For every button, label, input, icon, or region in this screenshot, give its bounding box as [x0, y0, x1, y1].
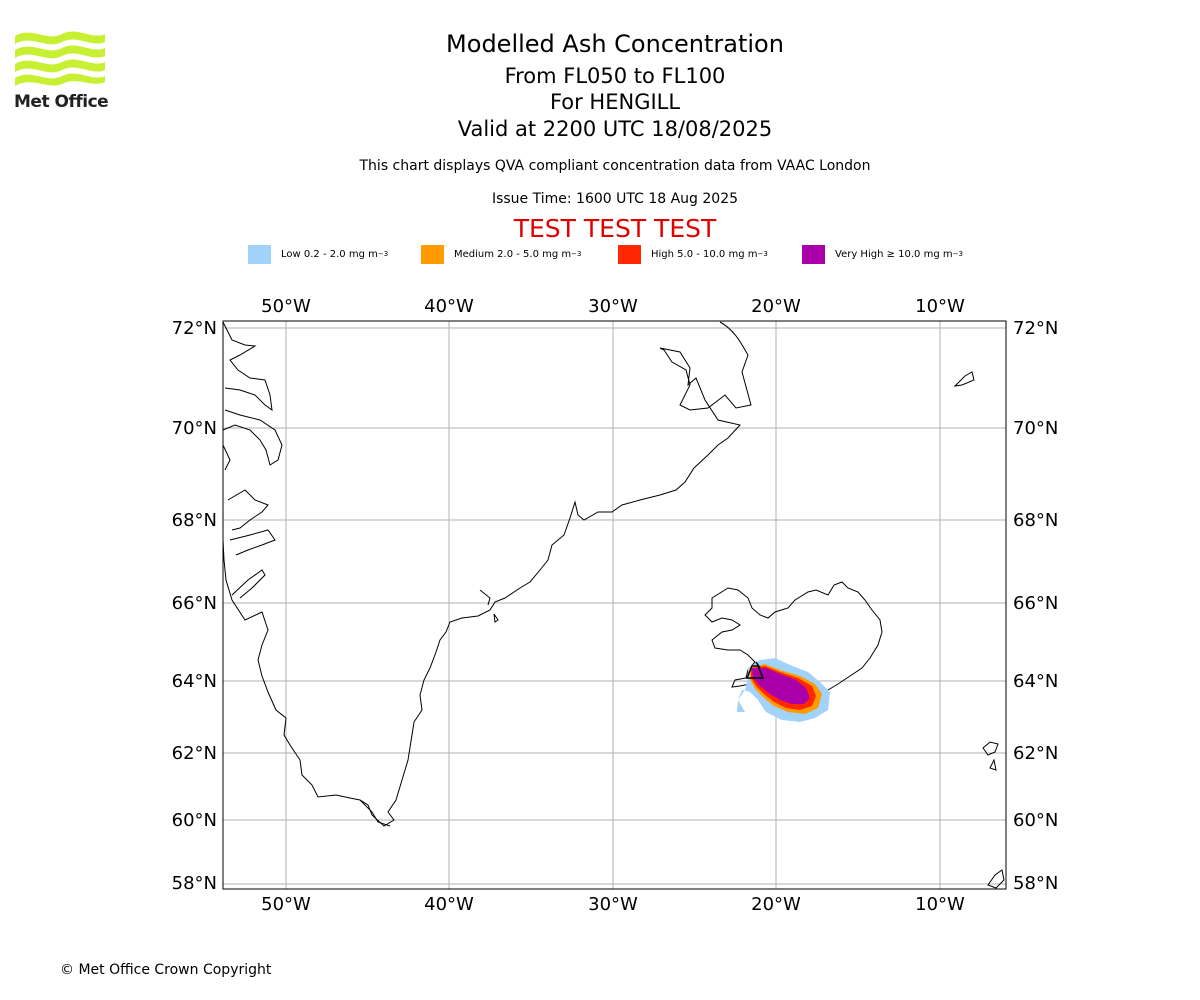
legend-item-low: Low 0.2 - 2.0 mg m −3: [248, 244, 388, 264]
greenland-coastline: [222, 321, 752, 827]
map-frame: [222, 320, 1007, 890]
lat-label-left-72n: 72°N: [172, 318, 217, 339]
lat-label-left-64n: 64°N: [172, 671, 217, 692]
lon-label-bottom-50w: 50°W: [261, 894, 311, 915]
lat-label-right-64n: 64°N: [1013, 671, 1058, 692]
valid-time: Valid at 2200 UTC 18/08/2025: [457, 117, 773, 141]
legend-swatch-low: [248, 244, 271, 264]
legend-exponent: −3: [952, 250, 963, 258]
lon-label-top-30w: 30°W: [588, 296, 638, 317]
lat-label-right-66n: 66°N: [1013, 593, 1058, 614]
lat-label-right-70n: 70°N: [1013, 418, 1058, 439]
lon-label-bottom-20w: 20°W: [751, 894, 801, 915]
issue-time: Issue Time: 1600 UTC 18 Aug 2025: [491, 191, 739, 207]
legend-exponent: −3: [757, 250, 768, 258]
test-banner: TEST TEST TEST: [513, 214, 717, 243]
lon-label-top-40w: 40°W: [424, 296, 474, 317]
legend-item-medium: Medium 2.0 - 5.0 mg m −3: [421, 244, 581, 264]
volcano-name: For HENGILL: [549, 90, 681, 114]
lat-label-right-72n: 72°N: [1013, 318, 1058, 339]
lat-label-right-60n: 60°N: [1013, 810, 1058, 831]
lon-label-bottom-30w: 30°W: [588, 894, 638, 915]
lat-label-left-62n: 62°N: [172, 743, 217, 764]
lat-label-right-58n: 58°N: [1013, 873, 1058, 894]
lat-label-left-60n: 60°N: [172, 810, 217, 831]
ash-plume-very-high: [752, 668, 810, 704]
lon-label-bottom-10w: 10°W: [915, 894, 965, 915]
lat-label-right-68n: 68°N: [1013, 510, 1058, 531]
lat-label-left-68n: 68°N: [172, 510, 217, 531]
legend-label-very-high: Very High ≥ 10.0 mg m: [835, 248, 953, 260]
lon-label-top-50w: 50°W: [261, 296, 311, 317]
lat-label-left-70n: 70°N: [172, 418, 217, 439]
legend-item-high: High 5.0 - 10.0 mg m −3: [618, 244, 768, 264]
legend-label-medium: Medium 2.0 - 5.0 mg m: [454, 248, 572, 260]
legend-label-low: Low 0.2 - 2.0 mg m: [281, 248, 378, 260]
map-gridlines: [223, 321, 1006, 889]
copyright-notice: © Met Office Crown Copyright: [60, 962, 272, 978]
lat-label-right-62n: 62°N: [1013, 743, 1058, 764]
volcano-marker: [745, 661, 765, 679]
met-office-logo: [15, 31, 105, 86]
lat-label-left-66n: 66°N: [172, 593, 217, 614]
legend-swatch-very-high: [802, 244, 825, 264]
legend-swatch-high: [618, 244, 641, 264]
legend-swatch-medium: [421, 244, 444, 264]
chart-subtitle: This chart displays QVA compliant concen…: [359, 158, 871, 174]
legend-label-high: High 5.0 - 10.0 mg m: [651, 248, 758, 260]
legend-exponent: −3: [377, 250, 389, 258]
lat-label-left-58n: 58°N: [172, 873, 217, 894]
met-office-logo-text: Met Office: [14, 92, 109, 112]
ash-plume: [737, 658, 830, 722]
lon-label-bottom-40w: 40°W: [424, 894, 474, 915]
chart-title: Modelled Ash Concentration: [446, 30, 784, 58]
legend-exponent: −3: [571, 250, 582, 258]
small-islands: [953, 371, 1005, 889]
legend-item-very-high: Very High ≥ 10.0 mg m −3: [802, 244, 963, 264]
lon-label-top-10w: 10°W: [915, 296, 965, 317]
lon-label-top-20w: 20°W: [751, 296, 801, 317]
flight-levels: From FL050 to FL100: [504, 64, 726, 88]
